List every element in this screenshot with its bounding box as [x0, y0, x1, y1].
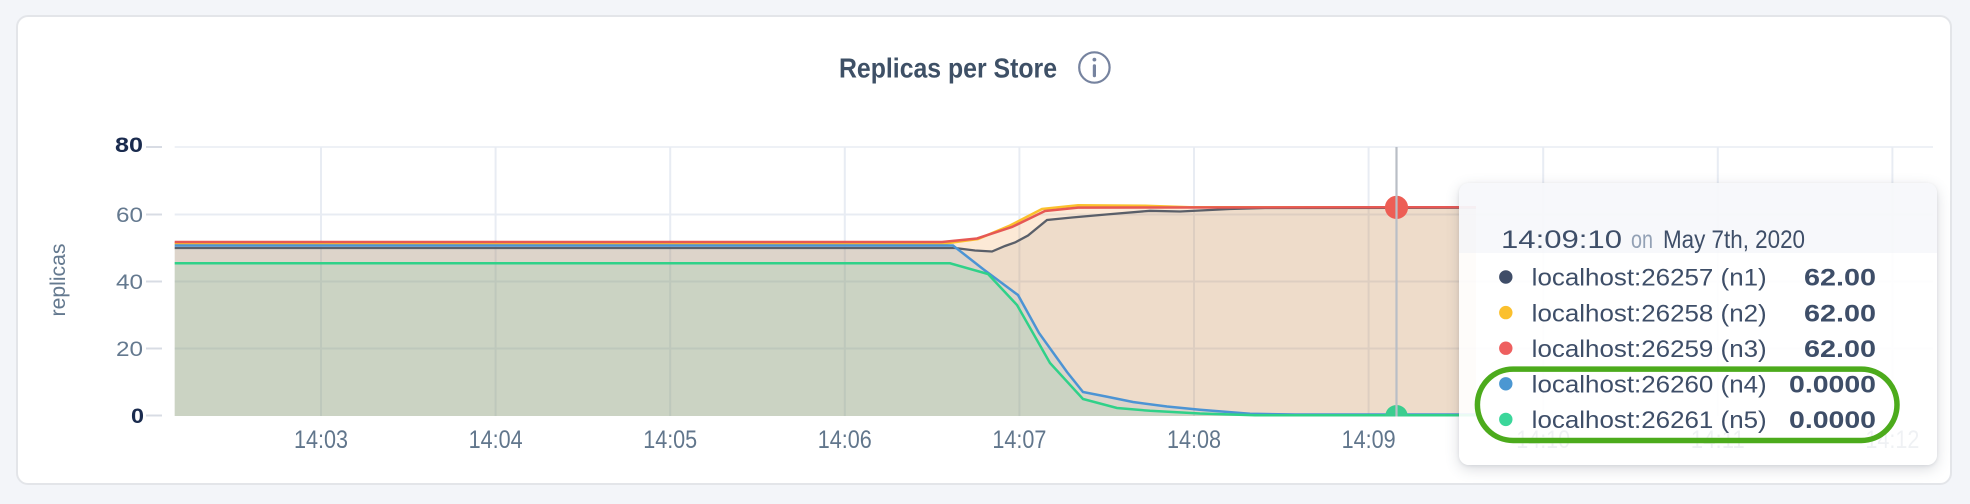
- svg-text:14:04: 14:04: [469, 426, 523, 454]
- svg-text:80: 80: [115, 134, 143, 157]
- svg-text:14:09: 14:09: [1342, 426, 1396, 454]
- svg-text:62.00: 62.00: [1804, 265, 1876, 292]
- svg-text:40: 40: [116, 271, 143, 294]
- svg-text:on: on: [1631, 226, 1653, 254]
- svg-text:Replicas per Store: Replicas per Store: [839, 52, 1057, 83]
- svg-text:20: 20: [116, 338, 143, 361]
- svg-text:replicas: replicas: [47, 244, 70, 317]
- svg-text:localhost:26258 (n2): localhost:26258 (n2): [1532, 300, 1767, 327]
- svg-text:62.00: 62.00: [1804, 300, 1876, 327]
- svg-text:14:07: 14:07: [992, 426, 1046, 454]
- svg-text:14:05: 14:05: [643, 426, 697, 454]
- svg-text:localhost:26260 (n4): localhost:26260 (n4): [1532, 372, 1767, 399]
- svg-text:0: 0: [131, 405, 144, 428]
- svg-text:localhost:26257 (n1): localhost:26257 (n1): [1532, 265, 1767, 292]
- svg-text:0.0000: 0.0000: [1789, 407, 1876, 434]
- svg-text:14:06: 14:06: [818, 426, 872, 454]
- svg-text:14:09:10: 14:09:10: [1501, 226, 1622, 254]
- svg-text:localhost:26261 (n5): localhost:26261 (n5): [1532, 407, 1767, 434]
- svg-text:14:03: 14:03: [294, 426, 348, 454]
- svg-text:60: 60: [116, 204, 143, 227]
- svg-text:localhost:26259 (n3): localhost:26259 (n3): [1532, 336, 1767, 363]
- svg-text:0.0000: 0.0000: [1789, 372, 1876, 399]
- svg-text:62.00: 62.00: [1804, 336, 1876, 363]
- svg-text:14:08: 14:08: [1167, 426, 1221, 454]
- svg-text:May 7th, 2020: May 7th, 2020: [1663, 226, 1805, 254]
